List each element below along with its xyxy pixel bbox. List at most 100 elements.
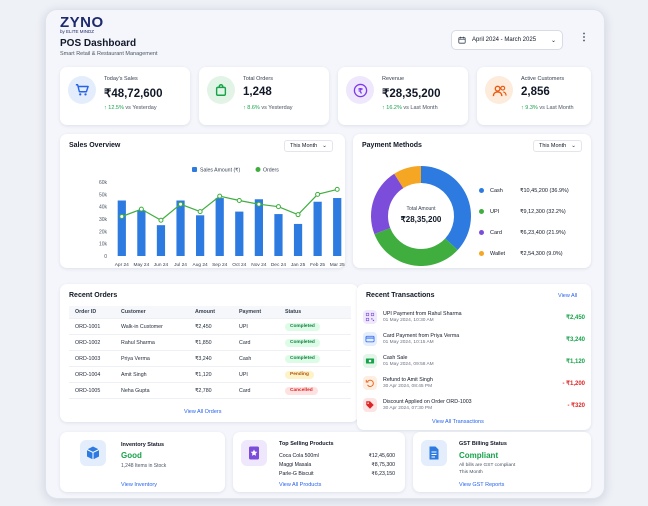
donut-center-value: ₹28,35,200	[400, 215, 442, 224]
legend-label: Orders	[263, 168, 279, 174]
kpi-card-revenue[interactable]: ₹ Revenue ₹28,35,200 ↑ 16.2% vs Last Mon…	[338, 67, 468, 125]
gst-title: GST Billing Status	[459, 441, 507, 447]
product-name: Coca Cola 500ml	[279, 452, 319, 459]
section-title: Recent Transactions	[366, 292, 435, 299]
chevron-down-icon: ⌄	[322, 143, 327, 149]
donut-slice-upi[interactable]	[374, 227, 458, 266]
date-range-picker[interactable]: April 2024 - March 2025 ⌄	[451, 30, 563, 50]
transaction-item[interactable]: Refund to Amit Singh 30 Apr 2024, 08:45 P…	[363, 372, 585, 394]
sales-bar[interactable]	[156, 225, 166, 256]
document-icon	[421, 440, 447, 466]
y-left-tick-label: 30k	[99, 217, 108, 223]
sales-bar[interactable]	[196, 215, 205, 256]
orders-point[interactable]	[315, 191, 321, 197]
order-amount: ₹3,240	[195, 355, 212, 362]
column-header: Payment	[239, 309, 262, 315]
top-selling-card[interactable]: Top Selling Products Coca Cola 500ml ₹12,…	[233, 432, 405, 492]
legend-dot	[479, 251, 484, 256]
view-all-orders-link[interactable]: View All Orders	[184, 409, 222, 415]
orders-point[interactable]	[256, 201, 262, 207]
sales-bar[interactable]	[215, 198, 224, 256]
x-tick-label: Sep 24	[212, 262, 228, 268]
sales-bar[interactable]	[235, 211, 244, 256]
orders-point[interactable]	[275, 204, 281, 210]
status-badge: Pending	[285, 370, 314, 379]
donut-slice-wallet[interactable]	[394, 166, 421, 189]
sales-bar[interactable]	[333, 198, 342, 256]
x-tick-label: Jun 24	[154, 262, 169, 268]
transaction-amount: ₹3,240	[566, 336, 585, 343]
orders-point[interactable]	[158, 217, 164, 223]
view-all-transactions-top-link[interactable]: View All	[558, 293, 578, 299]
transaction-item[interactable]: Card Payment from Priya Verma 01 May 2024…	[363, 328, 585, 350]
y-left-tick-label: 50k	[99, 192, 108, 198]
kpi-card-active-customers[interactable]: Active Customers 2,856 ↑ 9.3% vs Last Mo…	[477, 67, 591, 125]
more-options-icon[interactable]: ⋮	[579, 32, 589, 43]
sales-bar[interactable]	[274, 214, 283, 256]
orders-point[interactable]	[236, 198, 242, 203]
brand-logo[interactable]: ZYNO by ELITE MINDZ	[60, 14, 104, 34]
table-row[interactable]: ORD-1004 Amit Singh ₹1,120 UPI Pending	[69, 367, 351, 383]
legend-dot	[479, 209, 484, 214]
inventory-status-card[interactable]: Inventory Status Good 1,248 Items in Sto…	[60, 432, 225, 492]
view-all-products-link[interactable]: View All Products	[279, 482, 322, 488]
orders-point[interactable]	[295, 212, 301, 218]
users-icon	[485, 76, 513, 104]
x-tick-label: Feb 25	[310, 262, 325, 268]
sales-bar[interactable]	[176, 200, 185, 257]
sales-bar[interactable]	[293, 223, 303, 256]
orders-point[interactable]	[119, 214, 125, 220]
view-gst-reports-link[interactable]: View GST Reports	[459, 482, 505, 488]
orders-point[interactable]	[138, 206, 144, 212]
view-inventory-link[interactable]: View Inventory	[121, 482, 157, 488]
order-customer: Amit Singh	[121, 371, 147, 378]
sales-bar[interactable]	[254, 199, 263, 256]
table-row[interactable]: ORD-1005 Neha Gupta ₹2,780 Card Cancelled	[69, 383, 351, 399]
kpi-card-todays-sales[interactable]: Today's Sales ₹48,72,600 ↑ 12.5% vs Yest…	[60, 67, 190, 125]
sales-bar[interactable]	[313, 201, 322, 256]
legend-item: Cash ₹10,45,200 (36.9%)	[479, 180, 589, 201]
sales-period-dropdown[interactable]: This Month ⌄	[284, 140, 333, 152]
orders-point[interactable]	[197, 209, 203, 215]
transaction-item[interactable]: Cash Sale 01 May 2024, 09:58 AM ₹1,120	[363, 350, 585, 372]
orders-point[interactable]	[217, 193, 223, 199]
transaction-item[interactable]: UPI Payment from Rahul Sharma 01 May 2024…	[363, 306, 585, 328]
transaction-title: Refund to Amit Singh	[383, 377, 433, 383]
orders-point[interactable]	[178, 201, 184, 207]
transaction-date: 01 May 2024, 09:58 AM	[383, 362, 434, 367]
product-name: Maggi Masala	[279, 461, 312, 468]
transaction-date: 01 May 2024, 10:30 AM	[383, 318, 434, 323]
legend-amount: ₹6,23,400 (21.9%)	[520, 229, 566, 236]
transaction-text: Discount Applied on Order ORD-1003 30 Apr…	[383, 399, 472, 411]
gst-status-card[interactable]: GST Billing Status Compliant All bills a…	[413, 432, 591, 492]
table-row[interactable]: ORD-1002 Rahul Sharma ₹1,850 Card Completed	[69, 335, 351, 351]
sales-overview-card: Sales Overview This Month ⌄ Sales Amount…	[60, 134, 345, 268]
table-row[interactable]: ORD-1003 Priya Verma ₹3,240 Cash Completed	[69, 351, 351, 367]
kpi-card-total-orders[interactable]: Total Orders 1,248 ↑ 8.6% vs Yesterday	[199, 67, 329, 125]
order-id: ORD-1003	[75, 355, 101, 362]
sales-bar[interactable]	[117, 200, 126, 257]
status-cell: Completed	[285, 338, 345, 347]
view-all-transactions-link[interactable]: View All Transactions	[432, 419, 484, 425]
x-tick-label: Jan 25	[291, 262, 306, 268]
x-tick-label: Aug 24	[193, 262, 209, 268]
transaction-item[interactable]: Discount Applied on Order ORD-1003 30 Apr…	[363, 394, 585, 416]
status-cell: Cancelled	[285, 386, 345, 395]
x-tick-label: Oct 24	[232, 262, 246, 268]
product-sales: ₹6,23,150	[371, 470, 396, 477]
table-row[interactable]: ORD-1001 Walk-in Customer ₹2,450 UPI Complet…	[69, 319, 351, 335]
kpi-trend: ↑ 8.6% vs Yesterday	[243, 105, 293, 111]
status-badge: Cancelled	[285, 386, 318, 395]
dashboard-frame: ZYNO by ELITE MINDZ POS Dashboard Smart …	[45, 9, 605, 499]
order-amount: ₹1,850	[195, 339, 212, 346]
donut-slice-cash[interactable]	[421, 166, 471, 250]
svg-text:₹: ₹	[357, 86, 362, 95]
logo-text: ZYNO	[60, 14, 104, 31]
orders-point[interactable]	[334, 186, 340, 192]
order-id: ORD-1001	[75, 323, 101, 330]
sales-bar[interactable]	[137, 210, 146, 256]
payment-period-dropdown[interactable]: This Month ⌄	[533, 140, 582, 152]
legend-swatch-line	[255, 167, 261, 172]
legend-item: Wallet ₹2,54,300 (9.0%)	[479, 243, 589, 264]
donut-slice-card[interactable]	[371, 173, 404, 235]
